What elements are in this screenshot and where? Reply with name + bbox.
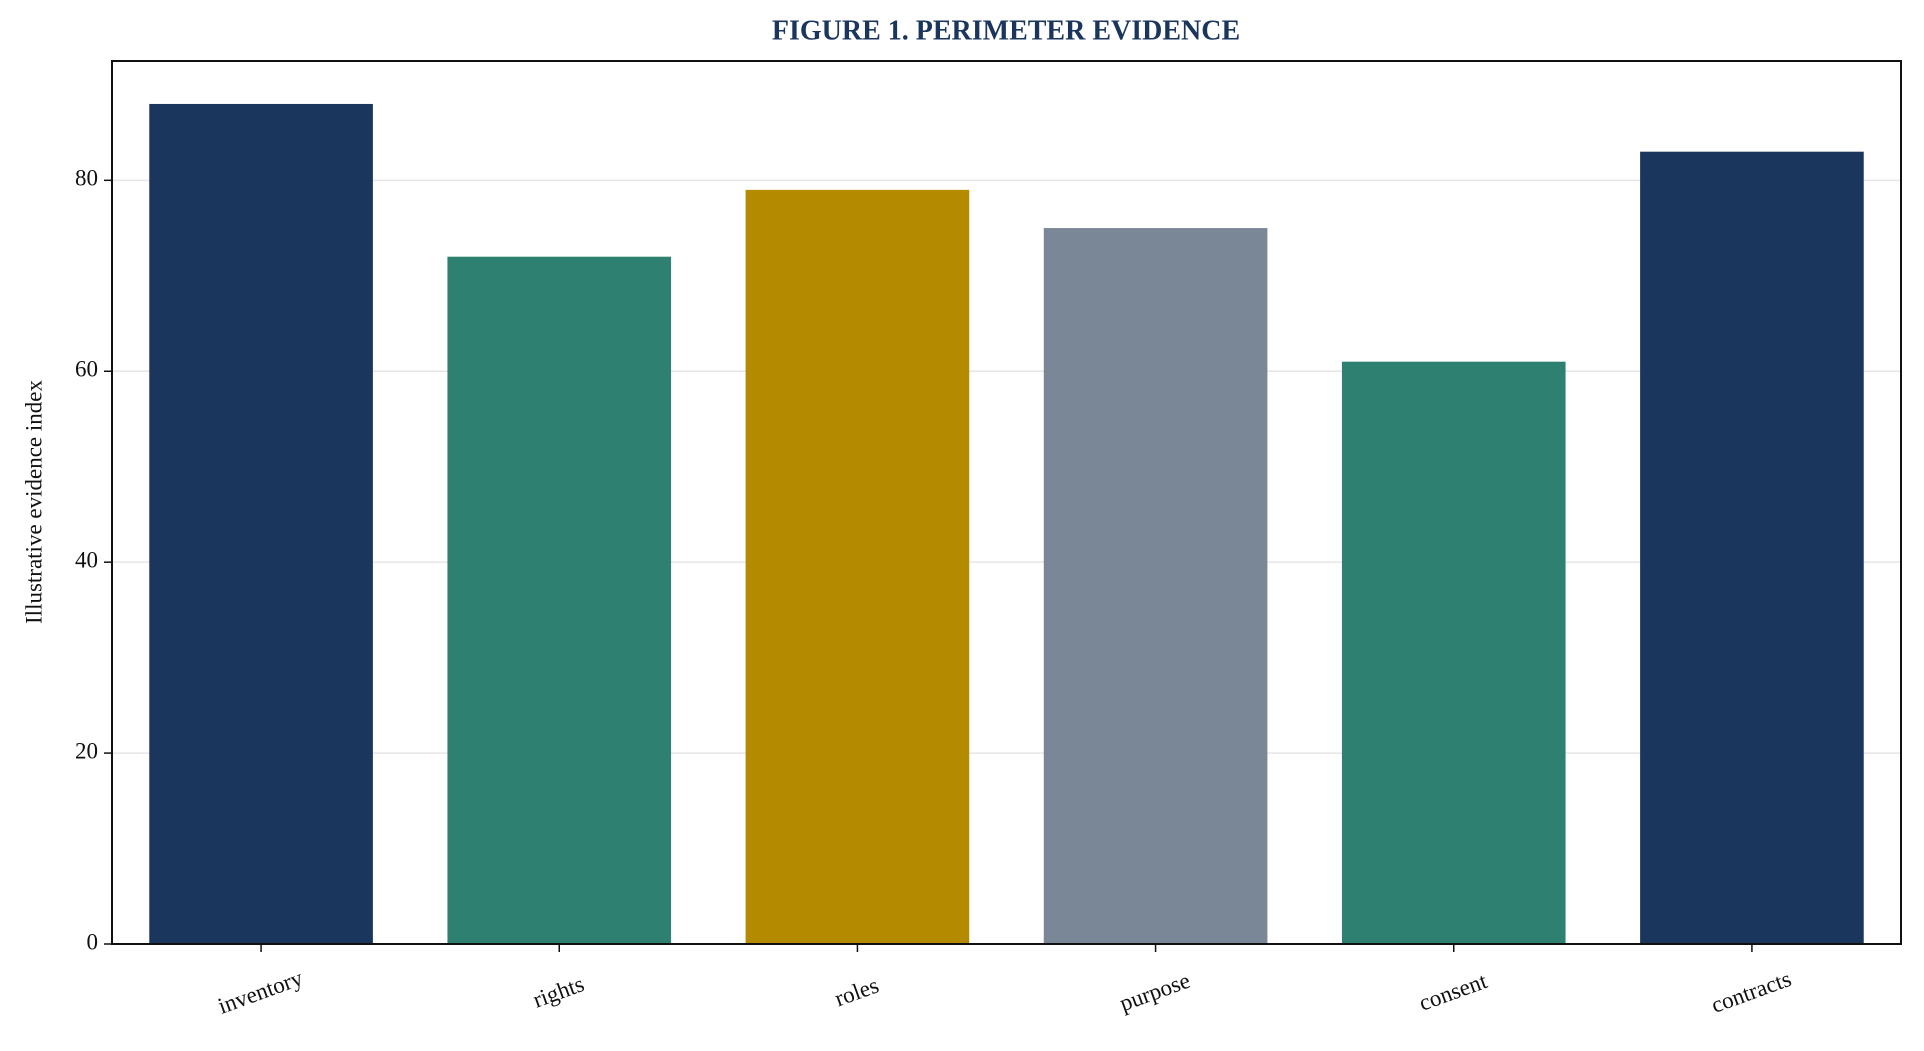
bar <box>1640 151 1864 944</box>
y-tick-label: 20 <box>75 738 98 763</box>
y-axis-label: Illustrative evidence index <box>21 380 46 624</box>
y-tick-label: 0 <box>87 929 99 954</box>
bar <box>447 256 672 944</box>
bar <box>745 189 970 945</box>
chart-title: FIGURE 1. PERIMETER EVIDENCE <box>772 15 1240 46</box>
x-tick-label: contracts <box>1708 966 1795 1018</box>
y-tick-label: 80 <box>75 166 98 191</box>
x-tick-label: purpose <box>1116 968 1193 1016</box>
x-tick-label: roles <box>831 973 882 1012</box>
plot-frame <box>111 60 1902 945</box>
x-tick-label: consent <box>1416 968 1491 1016</box>
x-tick-label: inventory <box>215 965 307 1019</box>
x-tick-label: rights <box>530 971 588 1012</box>
bar <box>1043 228 1268 944</box>
bar <box>149 103 373 944</box>
y-tick-label: 60 <box>75 357 98 382</box>
y-tick-label: 40 <box>75 547 98 572</box>
bar <box>1341 361 1566 945</box>
